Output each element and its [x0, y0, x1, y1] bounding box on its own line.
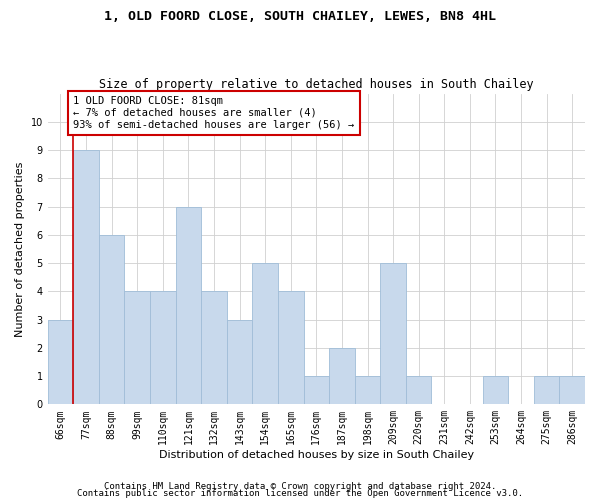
Bar	[176, 206, 201, 404]
Bar	[47, 320, 73, 404]
Bar	[482, 376, 508, 404]
Bar	[201, 292, 227, 405]
Bar	[278, 292, 304, 405]
Bar	[355, 376, 380, 404]
Bar	[253, 263, 278, 404]
Text: Contains public sector information licensed under the Open Government Licence v3: Contains public sector information licen…	[77, 488, 523, 498]
X-axis label: Distribution of detached houses by size in South Chailey: Distribution of detached houses by size …	[159, 450, 474, 460]
Bar	[124, 292, 150, 405]
Bar	[380, 263, 406, 404]
Bar	[534, 376, 559, 404]
Bar	[304, 376, 329, 404]
Bar	[329, 348, 355, 405]
Y-axis label: Number of detached properties: Number of detached properties	[15, 162, 25, 336]
Text: 1, OLD FOORD CLOSE, SOUTH CHAILEY, LEWES, BN8 4HL: 1, OLD FOORD CLOSE, SOUTH CHAILEY, LEWES…	[104, 10, 496, 23]
Text: Contains HM Land Registry data © Crown copyright and database right 2024.: Contains HM Land Registry data © Crown c…	[104, 482, 496, 491]
Bar	[99, 235, 124, 404]
Bar	[150, 292, 176, 405]
Bar	[73, 150, 99, 405]
Text: 1 OLD FOORD CLOSE: 81sqm
← 7% of detached houses are smaller (4)
93% of semi-det: 1 OLD FOORD CLOSE: 81sqm ← 7% of detache…	[73, 96, 355, 130]
Bar	[227, 320, 253, 404]
Bar	[406, 376, 431, 404]
Bar	[559, 376, 585, 404]
Title: Size of property relative to detached houses in South Chailey: Size of property relative to detached ho…	[99, 78, 533, 91]
